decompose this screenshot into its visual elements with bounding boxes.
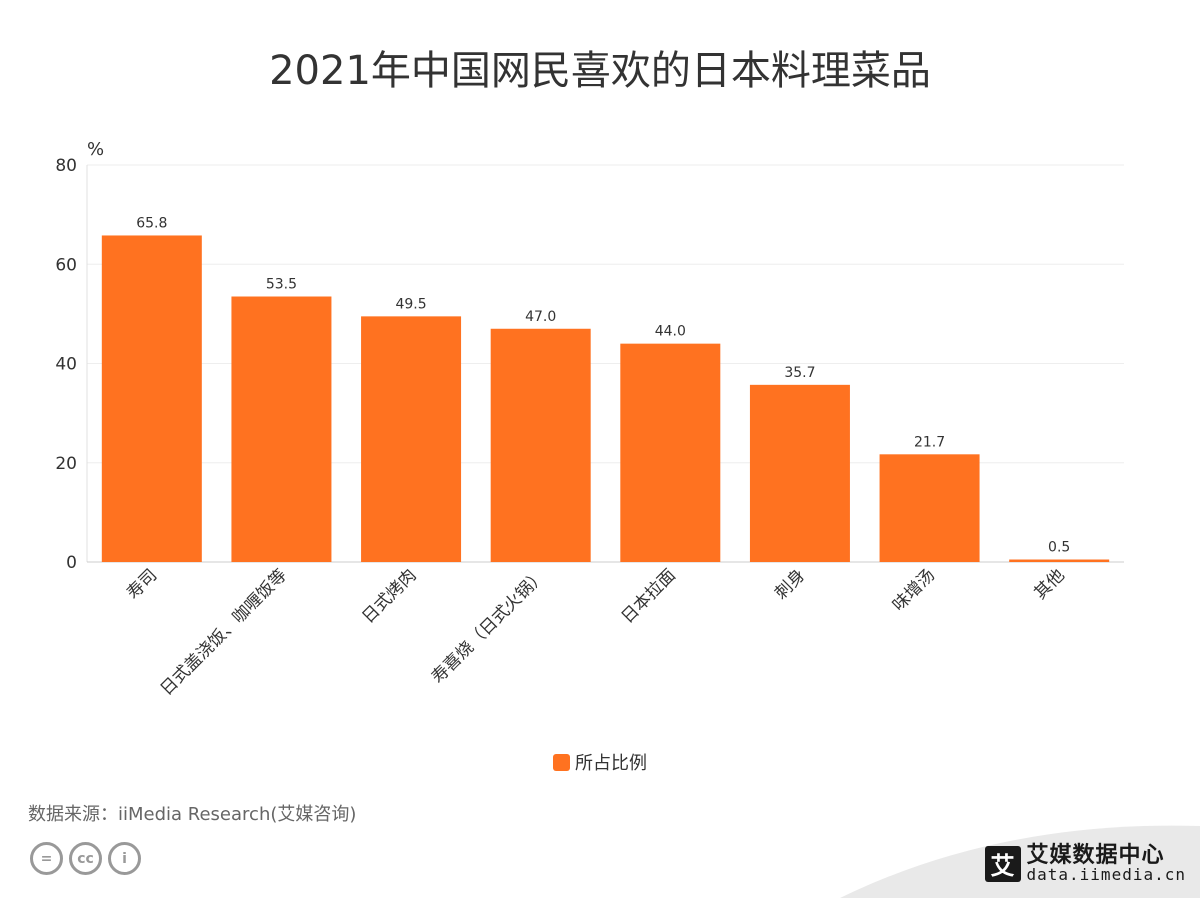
legend-swatch xyxy=(553,754,570,771)
bar-value-label: 53.5 xyxy=(266,277,297,293)
bar-value-label: 35.7 xyxy=(784,365,815,381)
cc-icon: cc xyxy=(69,842,102,875)
y-tick-label: 80 xyxy=(55,156,77,176)
bar[interactable] xyxy=(101,235,202,562)
y-tick-label: 40 xyxy=(55,355,77,375)
bar-value-label: 21.7 xyxy=(914,434,945,450)
bar-value-label: 0.5 xyxy=(1048,540,1070,556)
bars xyxy=(101,235,1110,562)
data-source: 数据来源：iiMedia Research(艾媒咨询) xyxy=(28,804,357,825)
brand-url: data.iimedia.cn xyxy=(1026,865,1186,885)
brand-logo-icon: 艾 xyxy=(984,845,1021,882)
bar[interactable] xyxy=(620,343,721,562)
bar-value-label: 49.5 xyxy=(395,296,426,312)
y-tick-label: 20 xyxy=(55,454,77,474)
brand-name: 艾媒数据中心 xyxy=(1026,843,1165,868)
bar[interactable] xyxy=(361,316,462,562)
y-tick-label: 60 xyxy=(55,255,77,275)
bar[interactable] xyxy=(879,454,980,562)
legend[interactable]: 所占比例 xyxy=(0,749,1200,775)
cc-nd-icon: = xyxy=(30,842,63,875)
bar-value-label: 47.0 xyxy=(525,309,556,325)
bar-chart: % 0 20 40 60 80 65.8 53.5 49.5 47.0 44.0 35.7 21.7 0… xyxy=(55,139,1124,700)
bar[interactable] xyxy=(490,328,591,562)
brand: 艾 艾媒数据中心 data.iimedia.cn xyxy=(984,843,1187,885)
bar[interactable] xyxy=(231,296,332,562)
value-labels: 65.8 53.5 49.5 47.0 44.0 35.7 21.7 0.5 xyxy=(136,215,1070,555)
bar[interactable] xyxy=(1009,559,1110,562)
legend-label: 所占比例 xyxy=(575,753,647,774)
cc-license: = cc i xyxy=(30,842,141,875)
bar-value-label: 44.0 xyxy=(655,324,686,340)
cc-by-icon: i xyxy=(108,842,141,875)
y-axis-unit: % xyxy=(87,139,104,160)
bar-value-label: 65.8 xyxy=(136,215,167,231)
chart-title: 2021年中国网民喜欢的日本料理菜品 xyxy=(269,48,931,94)
y-tick-label: 0 xyxy=(66,553,77,573)
bar[interactable] xyxy=(749,384,850,562)
